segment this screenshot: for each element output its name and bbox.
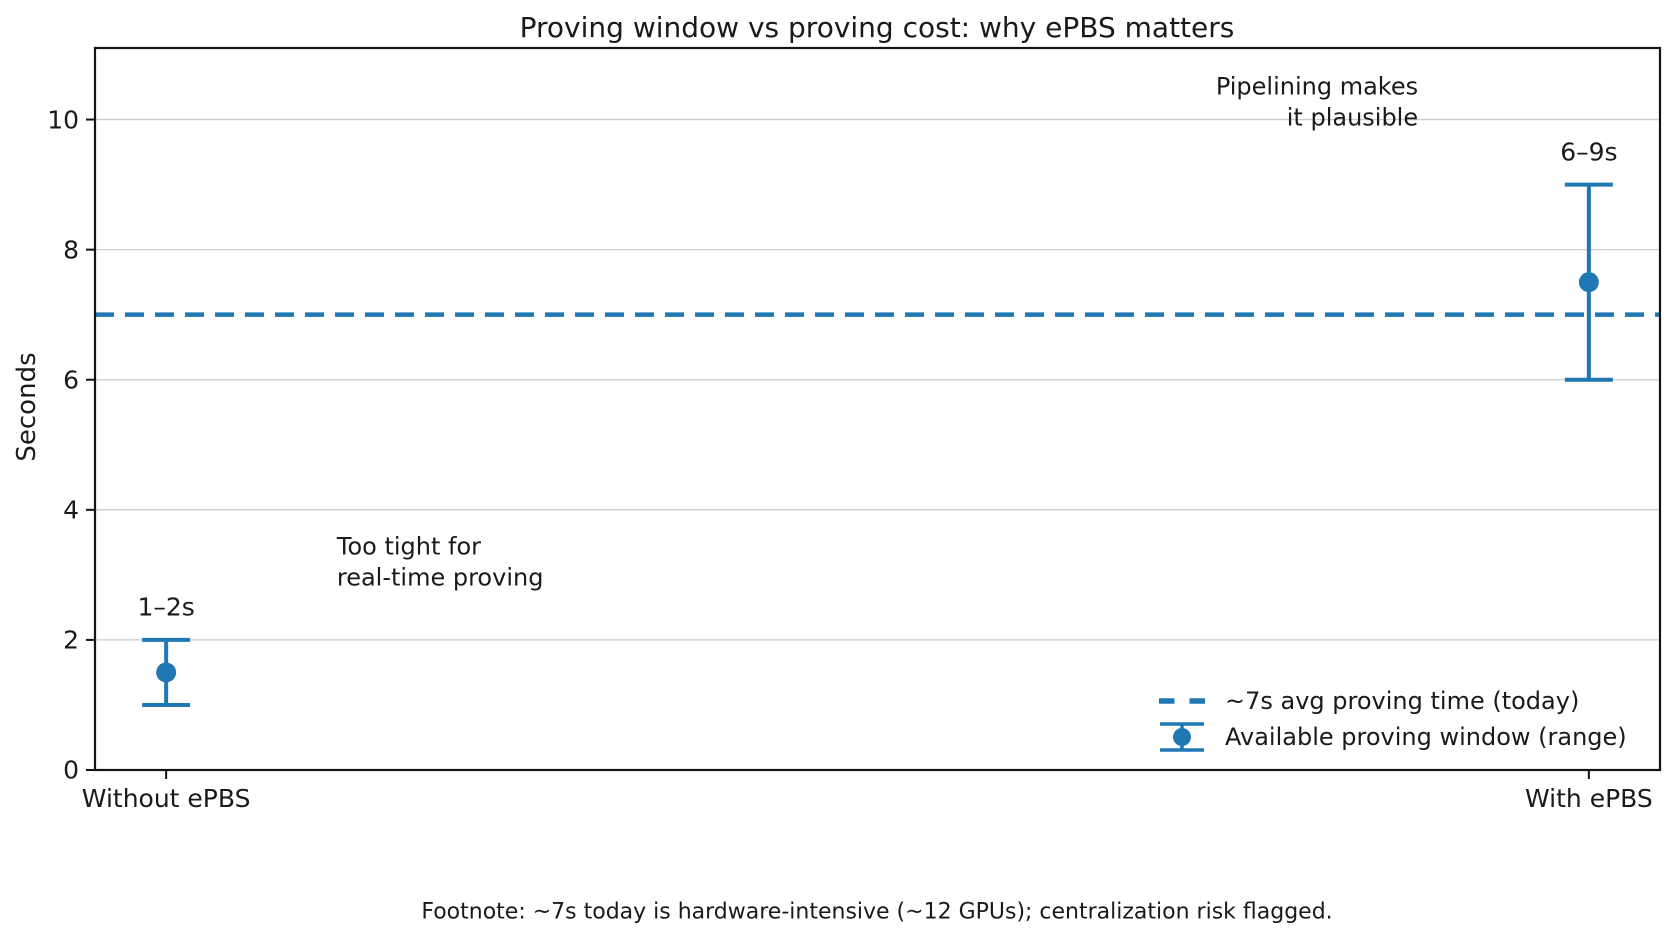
y-tick-label: 8 — [63, 235, 79, 265]
annotation-text: Pipelining makes it plausible — [1215, 72, 1419, 131]
y-tick-label: 0 — [63, 755, 79, 785]
y-tick-label: 2 — [63, 625, 79, 655]
point-range-label: 6–9s — [1560, 137, 1618, 167]
chart-title: Proving window vs proving cost: why ePBS… — [519, 11, 1235, 44]
y-tick-label: 6 — [63, 365, 79, 395]
errorbar-icon — [1160, 722, 1204, 752]
errorbar — [142, 637, 191, 707]
point-range-label: 1–2s — [137, 592, 195, 622]
footnote: Footnote: ~7s today is hardware-intensiv… — [421, 899, 1333, 925]
y-tick-label: 10 — [47, 105, 79, 135]
legend-entry: Available proving window (range) — [1158, 719, 1627, 755]
legend-entry-label: Available proving window (range) — [1225, 723, 1627, 751]
legend-entry-label: ~7s avg proving time (today) — [1225, 687, 1580, 715]
y-tick-label: 4 — [63, 495, 79, 525]
x-tick-label: With ePBS — [1524, 784, 1653, 813]
axes-frame — [93, 46, 1662, 772]
legend-entry: ~7s avg proving time (today) — [1158, 683, 1627, 719]
legend: ~7s avg proving time (today) Available pr… — [1158, 683, 1627, 755]
data-point-marker — [156, 662, 177, 683]
dashed-line-icon — [1159, 698, 1205, 704]
errorbar — [1564, 182, 1613, 382]
annotation-text: Too tight for real-time proving — [336, 532, 544, 591]
data-point-marker — [1578, 272, 1599, 293]
x-tick-label: Without ePBS — [81, 784, 251, 813]
